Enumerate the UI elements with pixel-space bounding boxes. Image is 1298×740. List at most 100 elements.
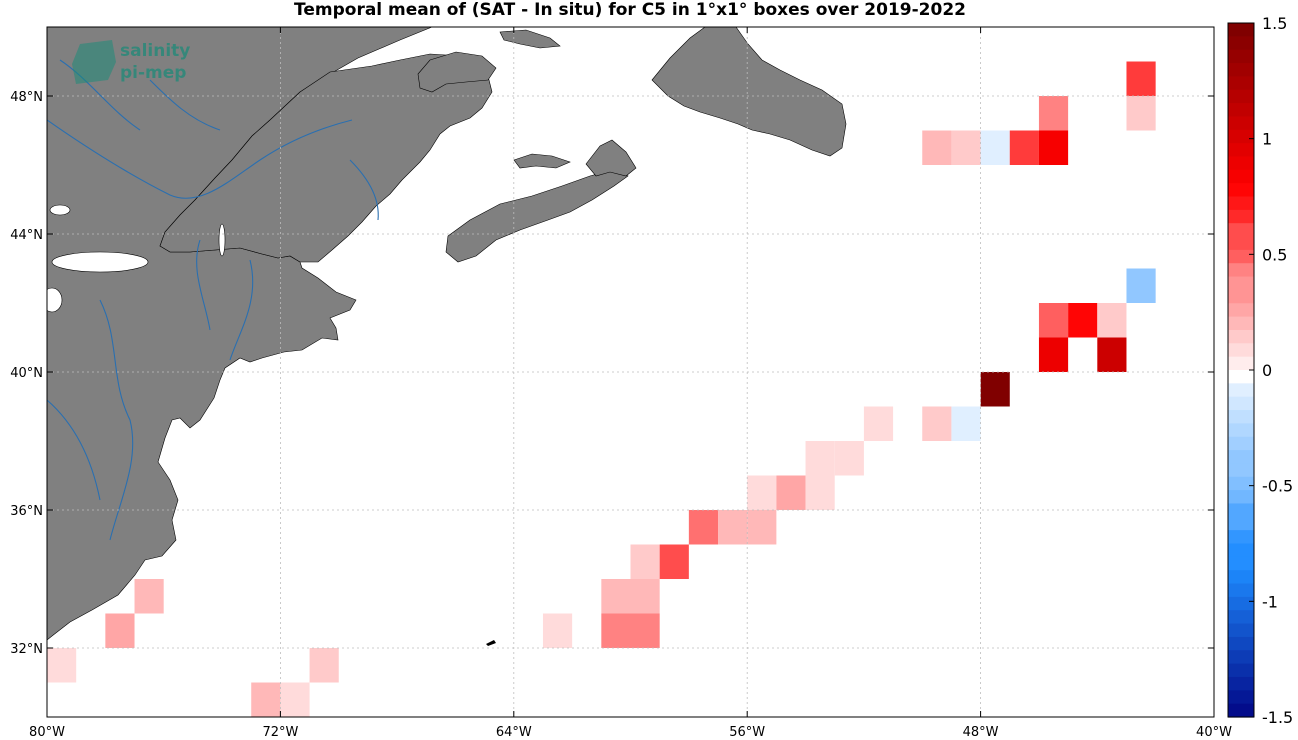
heatmap-cell	[688, 510, 719, 545]
colorbar-segment	[1228, 49, 1254, 64]
colorbar-segment	[1228, 623, 1254, 638]
colorbar-segment	[1228, 596, 1254, 611]
heatmap-cell	[47, 648, 77, 683]
colorbar-segment	[1228, 636, 1254, 651]
land-newfoundland	[651, 27, 847, 157]
colorbar-segment	[1228, 583, 1254, 598]
logo: salinity pi-mep	[72, 40, 190, 84]
colorbar-segment	[1228, 63, 1254, 77]
y-axis-ticks: 48°N 44°N 40°N 36°N 32°N	[10, 90, 1214, 657]
colorbar-segment	[1228, 116, 1254, 131]
colorbar-segment	[1228, 610, 1254, 625]
heatmap-cell	[630, 579, 660, 614]
lakes	[47, 204, 226, 313]
x-tick-label: 40°W	[1196, 725, 1232, 740]
colorbar-segment	[1228, 436, 1254, 451]
heatmap-cell	[251, 682, 281, 717]
heatmap-cell	[542, 613, 573, 648]
heatmap-cell	[280, 682, 310, 717]
colorbar-segment	[1228, 356, 1254, 371]
heatmap-cell	[1038, 96, 1069, 131]
heatmap-cell	[863, 406, 894, 441]
colorbar-segment	[1228, 329, 1254, 344]
colorbar-segment	[1228, 276, 1254, 291]
lake-ontario	[51, 251, 149, 273]
x-tick-label: 72°W	[262, 725, 298, 740]
heatmap-cell	[1009, 130, 1039, 165]
land-anticosti	[499, 29, 561, 49]
colorbar-segment	[1228, 423, 1254, 438]
colorbar-tick-label: -1	[1262, 592, 1278, 611]
colorbar-segment	[1228, 556, 1254, 571]
colorbar-segment	[1228, 676, 1254, 691]
heatmap-cell	[747, 510, 777, 545]
colorbar-segment	[1228, 143, 1254, 158]
colorbar-segment	[1228, 343, 1254, 358]
heatmap-cell	[1097, 337, 1127, 372]
colorbar-segment	[1228, 183, 1254, 198]
land-pei	[513, 153, 571, 169]
colorbar-segment	[1228, 490, 1254, 505]
land-bermuda	[486, 640, 496, 646]
heatmap-cell	[1097, 303, 1127, 338]
lake-nipissing	[49, 204, 71, 216]
lake-champlain	[218, 223, 226, 257]
colorbar-ticks: 1.5 1 0.5 0 -0.5 -1 -1.5	[1249, 14, 1293, 727]
colorbar-segment	[1228, 450, 1254, 465]
colorbar-segment	[1228, 23, 1254, 37]
colorbar-segment	[1228, 530, 1254, 545]
logo-mark-icon	[72, 40, 116, 84]
logo-line2: pi-mep	[120, 63, 186, 83]
x-tick-label: 64°W	[496, 725, 532, 740]
colorbar-segment	[1228, 543, 1254, 558]
y-tick-label: 40°N	[10, 366, 43, 381]
colorbar-segment	[1228, 223, 1254, 238]
heatmap-cell	[105, 613, 135, 648]
heatmap-cell	[601, 579, 631, 614]
lake-erie-edge	[47, 287, 63, 313]
heatmap-cell	[1126, 268, 1156, 303]
colorbar-segment	[1228, 663, 1254, 678]
y-tick-label: 32°N	[10, 642, 43, 657]
colorbar-tick-label: 1	[1262, 130, 1272, 149]
colorbar-segment	[1228, 303, 1254, 318]
land-gaspe	[417, 51, 497, 93]
colorbar-tick-label: 0.5	[1262, 245, 1287, 264]
heatmap-cell	[834, 441, 864, 476]
colorbar-segment	[1228, 209, 1254, 224]
heatmap-cell	[922, 130, 952, 165]
heatmap-cell	[309, 648, 339, 683]
colorbar-segment	[1228, 316, 1254, 331]
colorbar-segment	[1228, 103, 1254, 118]
heatmap-cell	[1068, 303, 1098, 338]
colorbar-segment	[1228, 650, 1254, 665]
colorbar-tick-label: 0	[1262, 361, 1272, 380]
colorbar-segment	[1228, 570, 1254, 585]
heatmap-cell	[776, 475, 806, 510]
heatmap-cell	[747, 475, 777, 510]
heatmap-cell	[922, 406, 952, 441]
colorbar-segment	[1228, 476, 1254, 491]
colorbar-segment	[1228, 249, 1254, 264]
colorbar-tick-label: -1.5	[1262, 708, 1293, 727]
heatmap-cell	[718, 510, 748, 545]
colorbar-segment	[1228, 169, 1254, 184]
x-tick-label: 48°W	[963, 725, 999, 740]
y-tick-label: 48°N	[10, 90, 43, 105]
heatmap-cell	[630, 613, 660, 648]
heatmap-cell	[805, 441, 835, 476]
heatmap-cell	[1126, 96, 1156, 131]
heatmap-cell	[134, 579, 164, 614]
colorbar-segment	[1228, 410, 1254, 424]
colorbar-tick-label: -0.5	[1262, 477, 1293, 496]
heatmap-cell	[1038, 337, 1069, 372]
heatmap-cell	[659, 544, 689, 579]
colorbar-segment	[1228, 156, 1254, 171]
heatmap-cells	[47, 61, 1156, 717]
colorbar	[1227, 22, 1255, 718]
colorbar-segment	[1228, 36, 1254, 51]
colorbar-segment	[1228, 196, 1254, 211]
colorbar-segment	[1228, 289, 1254, 304]
colorbar-segment	[1228, 383, 1254, 398]
